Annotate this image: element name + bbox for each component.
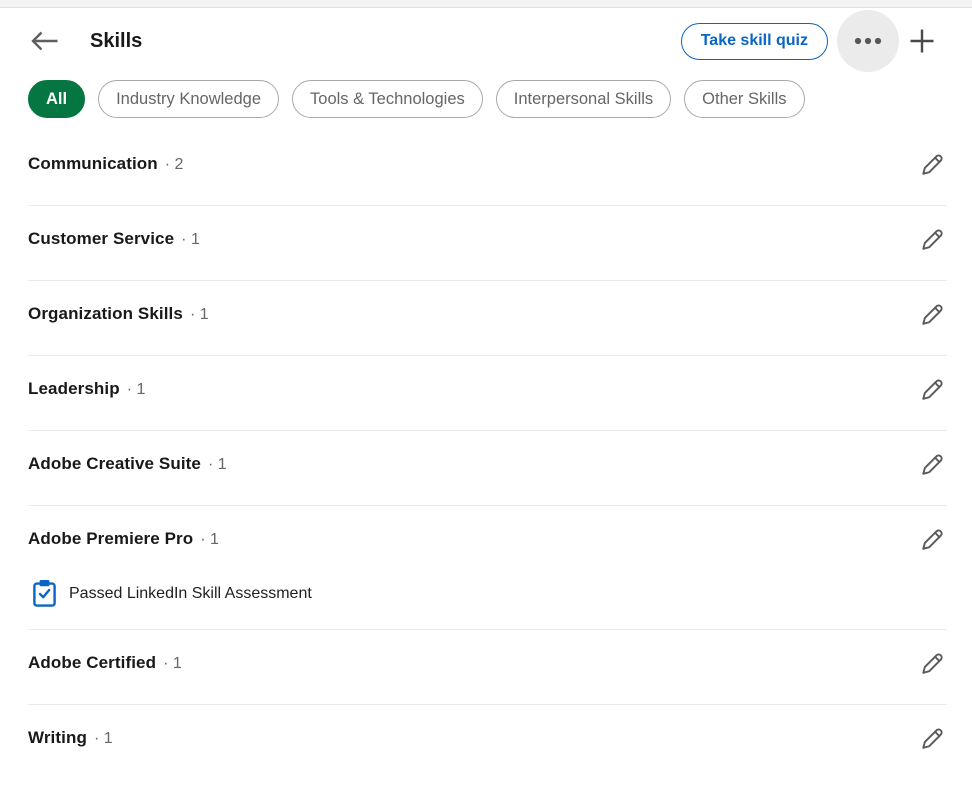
skill-title: Writing · 1	[28, 728, 113, 748]
skill-name: Adobe Premiere Pro	[28, 529, 194, 548]
arrow-left-icon	[29, 29, 59, 53]
pencil-icon	[919, 151, 946, 178]
filter-pill-other-skills[interactable]: Other Skills	[684, 80, 805, 118]
pencil-icon	[919, 650, 946, 677]
skill-name: Organization Skills	[28, 304, 183, 323]
skill-row: Communication · 2	[28, 131, 947, 206]
skill-row-head: Adobe Creative Suite · 1	[28, 451, 947, 477]
skill-title: Customer Service · 1	[28, 229, 200, 249]
skill-row: Writing · 1	[28, 705, 947, 779]
back-button[interactable]	[24, 21, 64, 61]
edit-skill-button[interactable]	[917, 300, 947, 328]
skill-title: Adobe Premiere Pro · 1	[28, 529, 219, 549]
skill-row-head: Communication · 2	[28, 151, 947, 177]
skill-row: Organization Skills · 1	[28, 281, 947, 356]
skill-endorsement-count: · 1	[189, 306, 209, 323]
skill-row-head: Leadership · 1	[28, 376, 947, 402]
skill-row-head: Writing · 1	[28, 725, 947, 751]
skill-name: Leadership	[28, 379, 120, 398]
skill-endorsement-count: · 1	[163, 655, 182, 672]
skill-row-head: Adobe Premiere Pro · 1	[28, 526, 947, 552]
edit-skill-button[interactable]	[917, 225, 947, 253]
more-options-button[interactable]	[837, 10, 899, 72]
skill-row-head: Organization Skills · 1	[28, 301, 947, 327]
edit-skill-button[interactable]	[917, 375, 947, 403]
header: Skills Take skill quiz	[0, 8, 972, 74]
skill-endorsement-count: · 1	[208, 456, 227, 473]
edit-skill-button[interactable]	[917, 525, 947, 553]
skill-title: Communication · 2	[28, 154, 183, 174]
skill-row-head: Adobe Certified · 1	[28, 650, 947, 676]
skill-title: Adobe Creative Suite · 1	[28, 454, 227, 474]
filter-pill-industry-knowledge[interactable]: Industry Knowledge	[98, 80, 280, 118]
skill-row: Leadership · 1	[28, 356, 947, 431]
skill-endorsement-count: · 1	[93, 730, 113, 747]
skill-row: Adobe Creative Suite · 1	[28, 431, 947, 506]
pencil-icon	[919, 301, 946, 328]
skill-title: Leadership · 1	[28, 379, 145, 399]
skill-title: Organization Skills · 1	[28, 304, 209, 324]
skill-row: Adobe Certified · 1	[28, 630, 947, 705]
edit-skill-button[interactable]	[917, 724, 947, 752]
skill-assessment-badge: Passed LinkedIn Skill Assessment	[33, 580, 947, 607]
pencil-icon	[919, 451, 946, 478]
skill-name: Adobe Creative Suite	[28, 454, 201, 473]
badge-label: Passed LinkedIn Skill Assessment	[69, 584, 312, 602]
skill-endorsement-count: · 2	[164, 156, 184, 173]
page-title: Skills	[90, 29, 143, 52]
skill-row: Customer Service · 1	[28, 206, 947, 281]
filter-bar: All Industry Knowledge Tools & Technologie…	[0, 80, 972, 118]
pencil-icon	[919, 376, 946, 403]
add-skill-button[interactable]	[900, 19, 944, 63]
edit-skill-button[interactable]	[917, 150, 947, 178]
skill-name: Customer Service	[28, 229, 175, 248]
ellipsis-icon	[854, 37, 882, 45]
skill-name: Communication	[28, 154, 158, 173]
take-skill-quiz-button[interactable]: Take skill quiz	[680, 22, 828, 60]
pencil-icon	[919, 526, 946, 553]
skill-endorsement-count: · 1	[200, 531, 219, 548]
skill-row-head: Customer Service · 1	[28, 226, 947, 252]
skill-name: Adobe Certified	[28, 653, 157, 672]
filter-pill-all[interactable]: All	[28, 80, 86, 118]
skill-row: Adobe Premiere Pro · 1 P	[28, 506, 947, 630]
edit-skill-button[interactable]	[917, 450, 947, 478]
top-divider	[0, 0, 972, 8]
filter-pill-interpersonal-skills[interactable]: Interpersonal Skills	[495, 80, 672, 118]
clipboard-check-icon	[33, 580, 56, 607]
plus-icon	[908, 27, 936, 55]
pencil-icon	[919, 725, 946, 752]
skill-title: Adobe Certified · 1	[28, 653, 182, 673]
edit-skill-button[interactable]	[917, 649, 947, 677]
filter-pill-tools-technologies[interactable]: Tools & Technologies	[292, 80, 483, 118]
skill-name: Writing	[28, 728, 87, 747]
pencil-icon	[919, 226, 946, 253]
skill-list: Communication · 2 Customer Service · 1	[0, 131, 972, 779]
skill-endorsement-count: · 1	[181, 231, 200, 248]
skill-endorsement-count: · 1	[126, 381, 146, 398]
